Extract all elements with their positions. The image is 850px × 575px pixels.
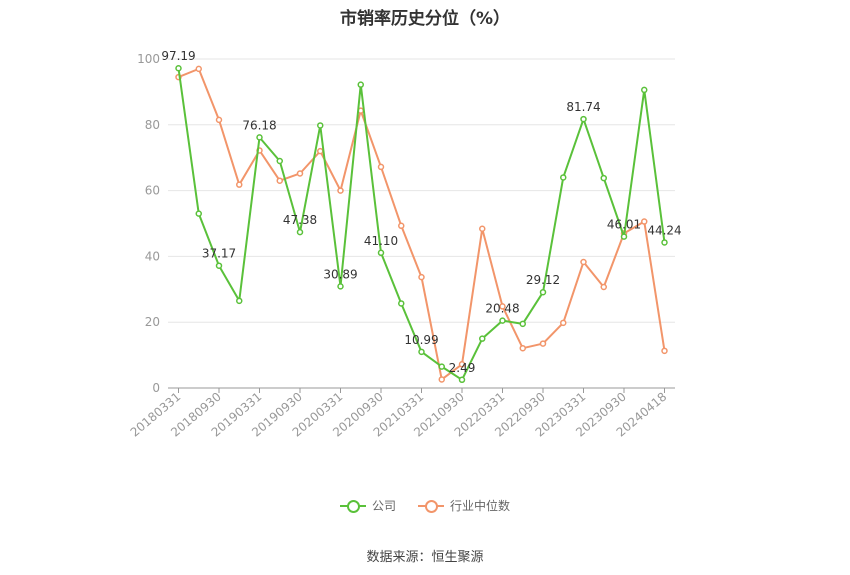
data-label: 30.89 [323,267,357,281]
data-point-company [317,122,324,129]
data-point-company [560,174,567,181]
data-point-company [641,86,648,94]
y-tick-label: 80 [145,118,160,132]
y-tick-label: 60 [145,184,160,198]
data-point-industry-median [641,218,648,225]
data-point-company [438,363,445,370]
data-point-company [458,376,466,384]
data-point-industry-median [276,177,283,184]
data-point-industry-median [580,258,587,266]
data-label: 47.38 [283,213,317,227]
data-point-industry-median [519,344,526,352]
data-label: 76.18 [242,118,276,132]
data-point-company [276,157,283,165]
data-label: 10.99 [404,333,438,347]
data-point-company [519,320,526,328]
data-point-company [539,288,547,296]
data-point-company [215,262,223,269]
data-point-company [661,239,668,246]
data-point-industry-median [377,163,385,171]
data-point-industry-median [499,303,506,310]
data-point-industry-median [479,225,486,233]
data-point-company [377,249,385,257]
y-tick-label: 100 [137,52,160,66]
legend-swatch-company-icon [339,499,366,513]
data-point-industry-median [661,347,668,355]
data-point-company [296,228,304,236]
data-point-industry-median [195,65,202,73]
y-tick-label: 40 [145,249,160,263]
data-point-industry-median [539,340,547,347]
data-point-company [337,283,344,290]
chart-legend: 公司 行业中位数 [0,497,850,514]
data-label: 20.48 [485,302,519,316]
legend-item-company[interactable]: 公司 [339,497,396,514]
data-point-company [236,297,243,305]
legend-label-industry-median: 行业中位数 [450,499,511,513]
data-point-company [479,335,486,342]
data-point-industry-median [317,147,324,155]
data-point-company [418,348,425,356]
data-point-company [357,81,364,88]
data-point-company [256,134,263,141]
data-label: 46.01 [607,218,641,232]
data-point-industry-median [560,319,567,327]
data-point-company [499,317,506,324]
data-point-industry-median [337,187,344,194]
data-label: 41.10 [364,234,398,248]
data-source: 数据来源：恒生聚源 [366,550,484,565]
y-tick-label: 20 [145,315,160,329]
data-point-industry-median [398,222,405,230]
y-tick-label: 0 [152,381,160,395]
data-point-industry-median [600,283,607,291]
data-point-industry-median [296,170,304,177]
data-point-industry-median [215,116,223,124]
legend-label-company: 公司 [371,499,396,513]
data-point-company [175,64,182,72]
data-label: 81.74 [566,100,600,114]
data-point-company [580,115,587,123]
data-point-industry-median [418,273,425,281]
legend-swatch-industry-icon [418,499,444,513]
data-point-industry-median [458,361,466,368]
data-point-company [600,174,607,182]
data-point-company [195,210,202,217]
data-label: 97.19 [161,49,195,63]
data-label: 29.12 [526,273,560,287]
data-label: 44.24 [647,223,681,237]
chart-title: 市销率历史分位（%） [339,9,511,29]
data-point-industry-median [438,376,445,383]
data-label: 37.17 [202,247,236,261]
data-point-company [398,300,405,307]
legend-item-industry-median[interactable]: 行业中位数 [418,497,510,514]
data-point-company [620,233,628,240]
data-point-industry-median [236,181,243,188]
data-label: 2.49 [449,361,476,375]
